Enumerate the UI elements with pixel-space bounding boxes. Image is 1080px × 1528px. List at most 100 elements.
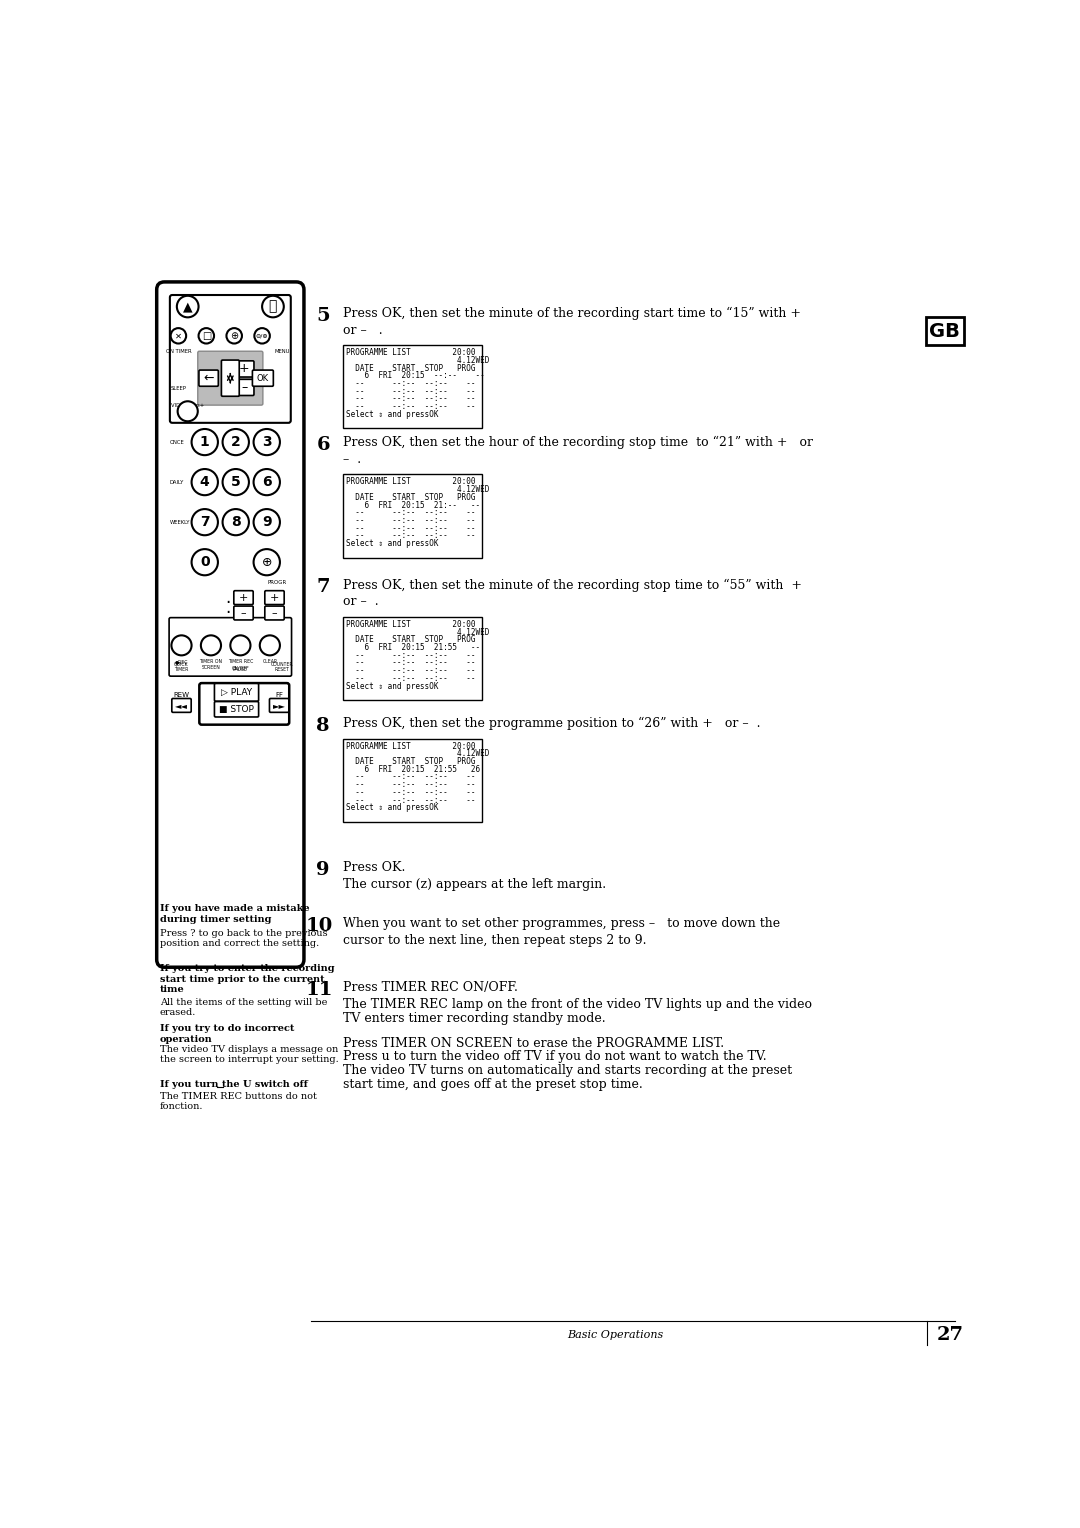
Text: The video TV displays a message on
the screen to interrupt your setting.: The video TV displays a message on the s… — [160, 1045, 338, 1065]
Text: cursor to the next line, then repeat steps 2 to 9.: cursor to the next line, then repeat ste… — [342, 934, 646, 947]
Text: --      --:--  --:--    --: -- --:-- --:-- -- — [346, 516, 475, 526]
Text: PROGRAMME LIST         20:00: PROGRAMME LIST 20:00 — [346, 477, 475, 486]
Text: Press OK, then set the minute of the recording start time to “15” with +: Press OK, then set the minute of the rec… — [342, 307, 800, 319]
Text: --      --:--  --:--    --: -- --:-- --:-- -- — [346, 659, 475, 668]
Text: DATE    START  STOP   PROG: DATE START STOP PROG — [346, 636, 475, 645]
Text: MENU: MENU — [274, 348, 291, 353]
Text: +: + — [239, 362, 249, 376]
Text: during timer setting: during timer setting — [160, 915, 271, 924]
FancyBboxPatch shape — [157, 283, 303, 967]
Text: 10: 10 — [306, 917, 333, 935]
Circle shape — [260, 636, 280, 656]
FancyBboxPatch shape — [342, 617, 482, 700]
FancyBboxPatch shape — [199, 370, 218, 387]
Text: Select ⇕ and pressOK: Select ⇕ and pressOK — [346, 681, 438, 691]
Text: Press OK, then set the minute of the recording stop time to “55” with  +: Press OK, then set the minute of the rec… — [342, 579, 801, 591]
Text: 4.12WED: 4.12WED — [346, 749, 489, 758]
Text: The TIMER REC buttons do not
fonction.: The TIMER REC buttons do not fonction. — [160, 1093, 316, 1111]
Text: ✕: ✕ — [175, 332, 181, 341]
Text: 11: 11 — [306, 981, 333, 999]
Text: WEEKLY: WEEKLY — [170, 520, 190, 524]
Text: 8: 8 — [316, 717, 329, 735]
Text: 4.12WED: 4.12WED — [346, 486, 489, 494]
Text: QUICK
TIMER: QUICK TIMER — [174, 662, 189, 672]
Text: 0: 0 — [200, 555, 210, 570]
FancyBboxPatch shape — [215, 683, 258, 701]
Text: --      --:--  --:--    --: -- --:-- --:-- -- — [346, 509, 475, 518]
Text: Press OK, then set the programme position to “26” with +   or –  .: Press OK, then set the programme positio… — [342, 717, 760, 730]
Circle shape — [172, 636, 191, 656]
FancyBboxPatch shape — [172, 698, 191, 712]
Text: or –   .: or – . — [342, 324, 382, 336]
Circle shape — [191, 429, 218, 455]
Text: DAILY: DAILY — [170, 480, 185, 484]
Text: 4: 4 — [200, 475, 210, 489]
FancyBboxPatch shape — [342, 738, 482, 822]
Text: –  .: – . — [342, 452, 361, 466]
Text: or –  .: or – . — [342, 596, 378, 608]
Circle shape — [222, 469, 248, 495]
Circle shape — [191, 469, 218, 495]
Text: 9: 9 — [262, 515, 271, 529]
Text: If you try to enter the recording
start time prior to the current
time: If you try to enter the recording start … — [160, 964, 335, 993]
Text: GB: GB — [930, 322, 960, 341]
Text: +: + — [270, 593, 280, 602]
Text: Press OK.: Press OK. — [342, 860, 405, 874]
Text: OK: OK — [257, 374, 269, 382]
Text: PROGR: PROGR — [267, 579, 286, 585]
Circle shape — [254, 509, 280, 535]
Text: □: □ — [202, 332, 211, 341]
Circle shape — [254, 469, 280, 495]
Text: ◄◄: ◄◄ — [175, 701, 188, 711]
Text: If you try to do incorrect
operation: If you try to do incorrect operation — [160, 1024, 294, 1044]
Text: 6  FRI  20:15  --:--    --: 6 FRI 20:15 --:-- -- — [346, 371, 485, 380]
Text: PROGRAMME LIST         20:00: PROGRAMME LIST 20:00 — [346, 348, 475, 358]
Text: 1: 1 — [200, 435, 210, 449]
FancyBboxPatch shape — [170, 295, 291, 423]
Text: If you turn the U switch off: If you turn the U switch off — [160, 1080, 308, 1088]
Circle shape — [255, 329, 270, 344]
FancyBboxPatch shape — [270, 698, 288, 712]
Circle shape — [201, 636, 221, 656]
Text: 2: 2 — [231, 435, 241, 449]
FancyBboxPatch shape — [215, 701, 258, 717]
Text: Press u to turn the video off TV if you do not want to watch the TV.: Press u to turn the video off TV if you … — [342, 1050, 767, 1063]
Text: If you have made a mistake: If you have made a mistake — [160, 905, 310, 914]
Text: TV enters timer recording standby mode.: TV enters timer recording standby mode. — [342, 1012, 605, 1025]
Text: Select ⇕ and pressOK: Select ⇕ and pressOK — [346, 410, 438, 419]
Text: 4.12WED: 4.12WED — [346, 628, 489, 637]
Text: 6  FRI  20:15  21:--   --: 6 FRI 20:15 21:-- -- — [346, 501, 480, 510]
Text: --      --:--  --:--    --: -- --:-- --:-- -- — [346, 796, 475, 805]
Text: VIDEO Plus+: VIDEO Plus+ — [171, 402, 204, 408]
Text: –: – — [241, 608, 246, 617]
Text: 8: 8 — [231, 515, 241, 529]
Text: start time, and goes off at the preset stop time.: start time, and goes off at the preset s… — [342, 1079, 643, 1091]
Circle shape — [230, 636, 251, 656]
Circle shape — [222, 509, 248, 535]
Text: PROGRAMME LIST         20:00: PROGRAMME LIST 20:00 — [346, 741, 475, 750]
Text: Press TIMER ON SCREEN to erase the PROGRAMME LIST.: Press TIMER ON SCREEN to erase the PROGR… — [342, 1036, 724, 1050]
Text: –: – — [272, 608, 278, 617]
Text: Press OK, then set the hour of the recording stop time  to “21” with +   or: Press OK, then set the hour of the recor… — [342, 435, 813, 449]
Text: --      --:--  --:--    --: -- --:-- --:-- -- — [346, 773, 475, 781]
Text: ONCE: ONCE — [170, 440, 185, 445]
Text: 9: 9 — [316, 860, 329, 879]
Text: ⊕: ⊕ — [230, 332, 239, 341]
Text: PROGRAMME LIST         20:00: PROGRAMME LIST 20:00 — [346, 620, 475, 630]
Text: ⊖/⊕: ⊖/⊕ — [256, 333, 269, 338]
Text: PAUSE: PAUSE — [233, 668, 247, 672]
Text: FF: FF — [275, 692, 283, 698]
Text: Select ⇕ and pressOK: Select ⇕ and pressOK — [346, 539, 438, 549]
Text: 27: 27 — [936, 1326, 963, 1345]
Text: ⏻: ⏻ — [269, 299, 278, 313]
FancyBboxPatch shape — [198, 351, 262, 405]
Text: +: + — [239, 593, 248, 602]
Text: Basic Operations: Basic Operations — [567, 1331, 663, 1340]
Text: All the items of the setting will be
erased.: All the items of the setting will be era… — [160, 998, 327, 1018]
Text: ON TIMER: ON TIMER — [165, 348, 191, 353]
Text: ·: · — [226, 604, 231, 622]
Text: 3: 3 — [262, 435, 271, 449]
FancyBboxPatch shape — [342, 474, 482, 558]
Circle shape — [227, 329, 242, 344]
Text: ●REC: ●REC — [175, 659, 188, 665]
